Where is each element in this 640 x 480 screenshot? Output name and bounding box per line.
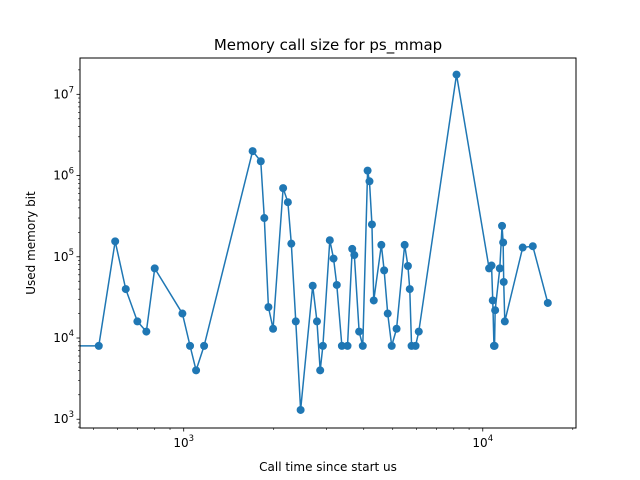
y-tick-label: 104	[53, 329, 74, 345]
data-point	[452, 70, 461, 79]
data-point	[500, 317, 509, 326]
data-point	[296, 405, 305, 414]
data-point	[142, 327, 151, 336]
y-tick-label-exponent: 6	[69, 167, 74, 177]
data-point	[192, 366, 201, 375]
data-point	[269, 324, 278, 333]
data-point	[248, 147, 257, 156]
data-point	[200, 341, 209, 350]
data-point	[498, 221, 507, 230]
data-point	[260, 214, 269, 223]
y-tick-label-exponent: 5	[69, 248, 74, 258]
series-markers	[94, 70, 552, 414]
data-point	[377, 240, 386, 249]
data-point	[186, 341, 195, 350]
x-tick-label: 103	[173, 434, 194, 450]
data-point	[411, 341, 420, 350]
data-point	[499, 277, 508, 286]
data-point	[318, 341, 327, 350]
series-line	[80, 73, 549, 411]
y-tick-label-base: 10	[53, 412, 68, 426]
y-axis-label: Used memory bit	[24, 191, 38, 295]
data-point	[405, 285, 414, 294]
x-tick-label: 104	[472, 434, 493, 450]
data-point	[312, 317, 321, 326]
data-point	[279, 184, 288, 193]
data-point	[543, 298, 552, 307]
data-point	[495, 264, 504, 273]
data-point	[490, 341, 499, 350]
data-point	[403, 262, 412, 270]
y-tick-label-base: 10	[53, 87, 68, 101]
data-point	[121, 285, 130, 294]
data-point	[380, 266, 389, 275]
data-point	[150, 264, 159, 273]
data-point	[283, 198, 292, 207]
y-tick-label-base: 10	[53, 331, 68, 345]
data-point	[528, 242, 537, 251]
x-axis-ticks: 103 104	[93, 428, 574, 450]
data-point	[367, 220, 376, 229]
data-point	[316, 366, 325, 375]
x-tick-label-exponent: 4	[488, 434, 493, 444]
data-point	[400, 240, 409, 249]
data-point	[518, 243, 527, 252]
data-point	[291, 317, 300, 326]
y-tick-label: 106	[53, 167, 74, 183]
data-point	[94, 341, 103, 350]
data-point	[488, 296, 497, 305]
data-point	[363, 166, 372, 175]
x-tick-label-exponent: 3	[189, 434, 194, 444]
x-tick-label-base: 10	[472, 436, 487, 450]
y-tick-label: 107	[53, 85, 74, 101]
x-axis-label: Call time since start us	[259, 460, 397, 474]
data-point	[308, 281, 317, 290]
data-point	[487, 261, 496, 270]
y-tick-label-base: 10	[53, 250, 68, 264]
data-point	[337, 341, 346, 350]
data-point	[178, 309, 187, 318]
data-point	[348, 244, 357, 253]
y-tick-label: 105	[53, 248, 74, 264]
data-point	[111, 237, 120, 246]
chart-title: Memory call size for ps_mmap	[214, 36, 442, 55]
data-point	[133, 317, 142, 326]
data-point	[392, 324, 401, 333]
y-tick-label-exponent: 4	[69, 329, 74, 339]
data-point	[264, 303, 273, 312]
data-point	[387, 341, 396, 350]
plot-frame	[79, 57, 577, 429]
series-layer	[80, 70, 552, 414]
data-point	[414, 327, 423, 336]
data-point	[369, 296, 378, 305]
data-point	[332, 280, 341, 289]
x-tick-label-base: 10	[173, 436, 188, 450]
data-point	[350, 251, 359, 260]
data-point	[329, 254, 338, 263]
data-point	[343, 341, 352, 350]
y-tick-label-exponent: 7	[69, 85, 74, 95]
data-point	[499, 238, 508, 247]
data-point	[355, 327, 364, 336]
data-point	[365, 177, 374, 186]
y-tick-label-exponent: 3	[69, 410, 74, 420]
data-point	[358, 341, 367, 350]
data-point	[383, 309, 392, 318]
data-point	[325, 236, 334, 245]
data-point	[287, 239, 296, 248]
y-tick-label: 103	[53, 410, 74, 426]
data-point	[491, 306, 500, 315]
data-point	[256, 157, 265, 166]
y-tick-label-base: 10	[53, 169, 68, 183]
